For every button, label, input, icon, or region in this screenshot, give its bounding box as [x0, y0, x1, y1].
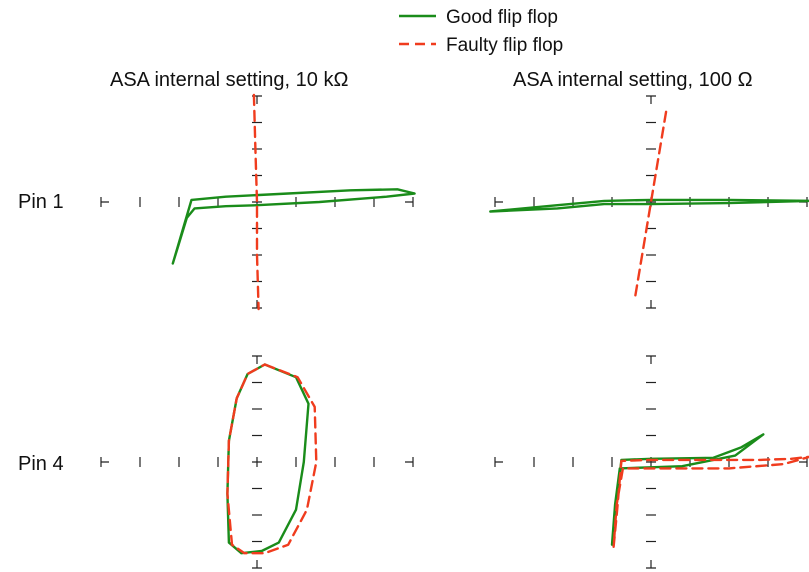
x-tick	[100, 197, 109, 207]
y-tick	[252, 300, 262, 309]
column-title-100: ASA internal setting, 100 Ω	[513, 69, 753, 91]
x-tick	[252, 457, 262, 467]
y-tick	[646, 300, 656, 309]
panel-r0-c0	[100, 93, 416, 311]
x-tick	[405, 197, 414, 207]
good-curve	[489, 198, 809, 213]
panel-r1-c0	[100, 355, 414, 569]
good-curve	[226, 363, 310, 555]
panel-axes	[100, 355, 414, 569]
good-curve	[171, 188, 416, 265]
legend-label-good: Good flip flop	[446, 7, 558, 28]
panel-r0-c1	[489, 95, 809, 309]
faulty-curve	[226, 363, 318, 555]
x-tick	[494, 457, 503, 467]
panels-group	[100, 93, 809, 569]
row-label-pin1: Pin 1	[18, 191, 64, 213]
x-tick	[100, 457, 109, 467]
y-tick	[646, 355, 656, 364]
faulty-curve	[634, 107, 668, 297]
faulty-curve	[252, 93, 260, 311]
y-tick	[252, 560, 262, 569]
y-tick	[252, 355, 262, 364]
good-curve	[610, 433, 765, 546]
legend-label-faulty: Faulty flip flop	[446, 35, 563, 56]
y-tick	[646, 95, 656, 104]
x-tick	[405, 457, 414, 467]
legend: Good flip flop Faulty flip flop	[399, 7, 563, 56]
x-tick	[494, 197, 503, 207]
y-tick	[646, 560, 656, 569]
column-title-10k: ASA internal setting, 10 kΩ	[110, 69, 348, 91]
panel-axes	[494, 355, 808, 569]
row-label-pin4: Pin 4	[18, 453, 64, 475]
panel-r1-c1	[494, 355, 809, 569]
faulty-curve	[612, 455, 809, 548]
